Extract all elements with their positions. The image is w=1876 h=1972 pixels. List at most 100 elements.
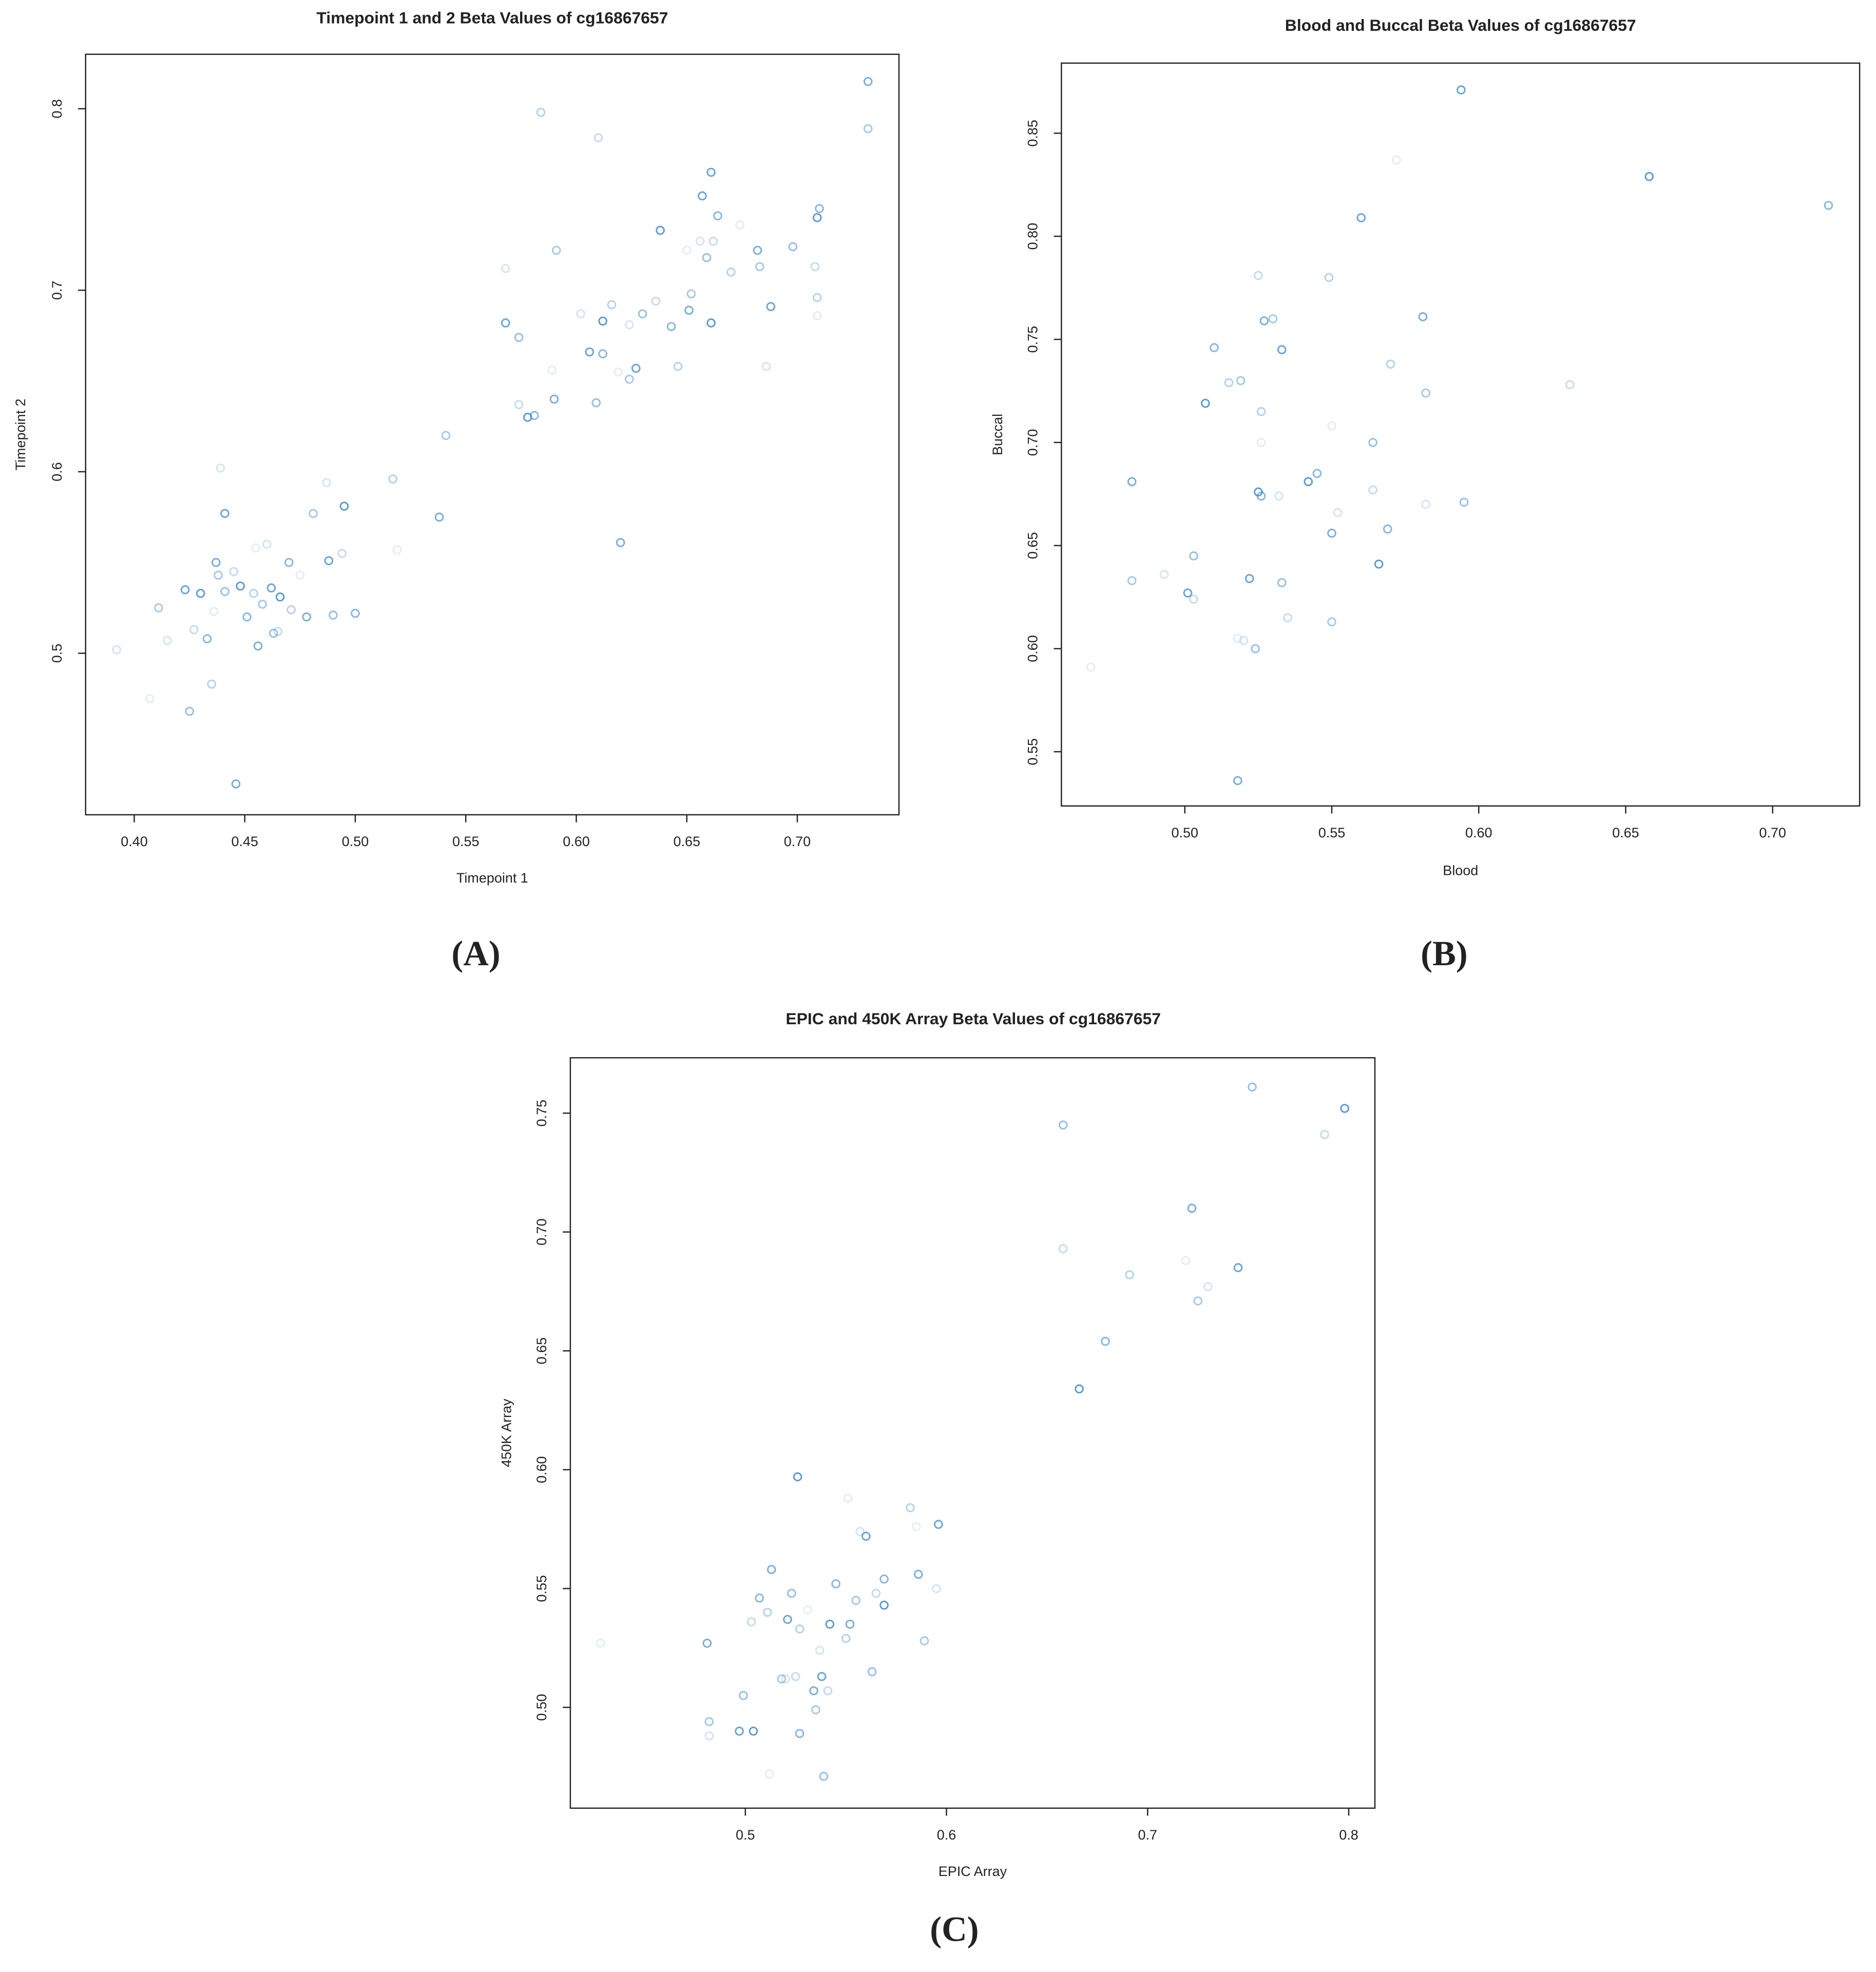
point <box>253 641 263 651</box>
point <box>755 262 764 272</box>
point <box>673 361 683 371</box>
point <box>529 411 539 420</box>
point <box>791 1672 800 1681</box>
x-tick-label: 0.60 <box>1465 825 1492 840</box>
x-axis-label: EPIC Array <box>939 1864 1007 1879</box>
point <box>810 262 820 272</box>
point <box>761 361 771 371</box>
point <box>787 1588 796 1598</box>
x-tick-label: 0.5 <box>736 1827 755 1843</box>
point <box>1233 1263 1243 1272</box>
point <box>735 220 744 229</box>
point <box>322 478 331 487</box>
point <box>1254 271 1263 280</box>
point <box>145 694 155 703</box>
point <box>251 543 261 553</box>
point <box>624 374 634 384</box>
point <box>501 318 510 328</box>
point <box>1125 1270 1134 1279</box>
point <box>302 612 312 622</box>
point <box>911 1522 921 1531</box>
point <box>273 627 283 636</box>
point <box>704 1717 714 1727</box>
y-tick-label: 0.85 <box>1025 120 1041 146</box>
point <box>1224 378 1234 388</box>
point <box>339 502 349 511</box>
y-tick-label: 0.80 <box>1025 223 1041 250</box>
point <box>686 289 696 299</box>
point <box>861 1531 871 1541</box>
point <box>1283 613 1292 623</box>
point <box>211 558 221 567</box>
point <box>871 1588 881 1598</box>
point <box>1457 85 1466 94</box>
point <box>906 1503 915 1512</box>
x-tick-label: 0.70 <box>1759 825 1786 840</box>
point <box>682 245 692 255</box>
point <box>1374 559 1384 569</box>
y-tick-label: 0.55 <box>1025 738 1041 765</box>
point <box>651 296 661 306</box>
point <box>1565 380 1575 390</box>
x-tick-label: 0.55 <box>1318 825 1346 840</box>
point <box>706 167 716 177</box>
y-tick-label: 0.70 <box>1025 429 1041 456</box>
point <box>236 581 245 591</box>
x-tick-label: 0.8 <box>1339 1827 1358 1843</box>
point <box>1327 617 1336 627</box>
point <box>434 512 444 522</box>
y-tick-label: 0.5 <box>49 644 65 663</box>
y-tick-label: 0.75 <box>534 1100 549 1127</box>
point <box>631 363 641 373</box>
point <box>812 213 822 222</box>
point <box>163 636 172 645</box>
point <box>793 1472 802 1482</box>
point <box>706 318 716 328</box>
point <box>514 400 524 409</box>
point <box>1383 524 1392 534</box>
point <box>638 309 647 319</box>
x-tick-label: 0.55 <box>452 834 480 849</box>
point <box>1327 421 1336 431</box>
point <box>746 1617 756 1626</box>
point <box>266 583 276 592</box>
point <box>755 1593 764 1603</box>
point <box>1268 314 1278 323</box>
point <box>598 316 607 326</box>
point <box>607 300 617 310</box>
point <box>851 1596 861 1605</box>
point <box>551 245 561 255</box>
point <box>189 625 199 635</box>
x-tick-label: 0.40 <box>121 834 148 849</box>
chart-title: EPIC and 450K Array Beta Values of cg168… <box>786 1009 1161 1028</box>
point <box>624 320 634 330</box>
point <box>547 366 557 375</box>
point <box>764 1769 774 1779</box>
point <box>501 264 510 273</box>
x-tick-label: 0.7 <box>1138 1827 1158 1843</box>
y-tick-label: 0.60 <box>1025 635 1041 662</box>
point <box>1251 644 1260 654</box>
point <box>202 634 212 643</box>
point <box>1075 1384 1084 1394</box>
point <box>1236 376 1246 386</box>
x-axis-label: Timepoint 1 <box>456 870 528 886</box>
point <box>392 545 402 554</box>
point <box>1256 491 1266 501</box>
y-tick-label: 0.70 <box>534 1218 549 1246</box>
point <box>702 253 712 262</box>
point <box>823 1686 833 1696</box>
point <box>867 1667 877 1676</box>
point <box>284 558 294 567</box>
point <box>441 431 451 440</box>
point <box>1189 551 1198 561</box>
point <box>214 570 223 580</box>
chart-title: Timepoint 1 and 2 Beta Values of cg16867… <box>316 9 668 27</box>
point <box>749 1727 758 1736</box>
point <box>329 610 338 620</box>
y-axis-label: Buccal <box>990 414 1005 455</box>
plot-frame <box>1061 62 1861 807</box>
point <box>112 645 121 655</box>
point <box>841 1634 851 1643</box>
point <box>514 333 524 342</box>
